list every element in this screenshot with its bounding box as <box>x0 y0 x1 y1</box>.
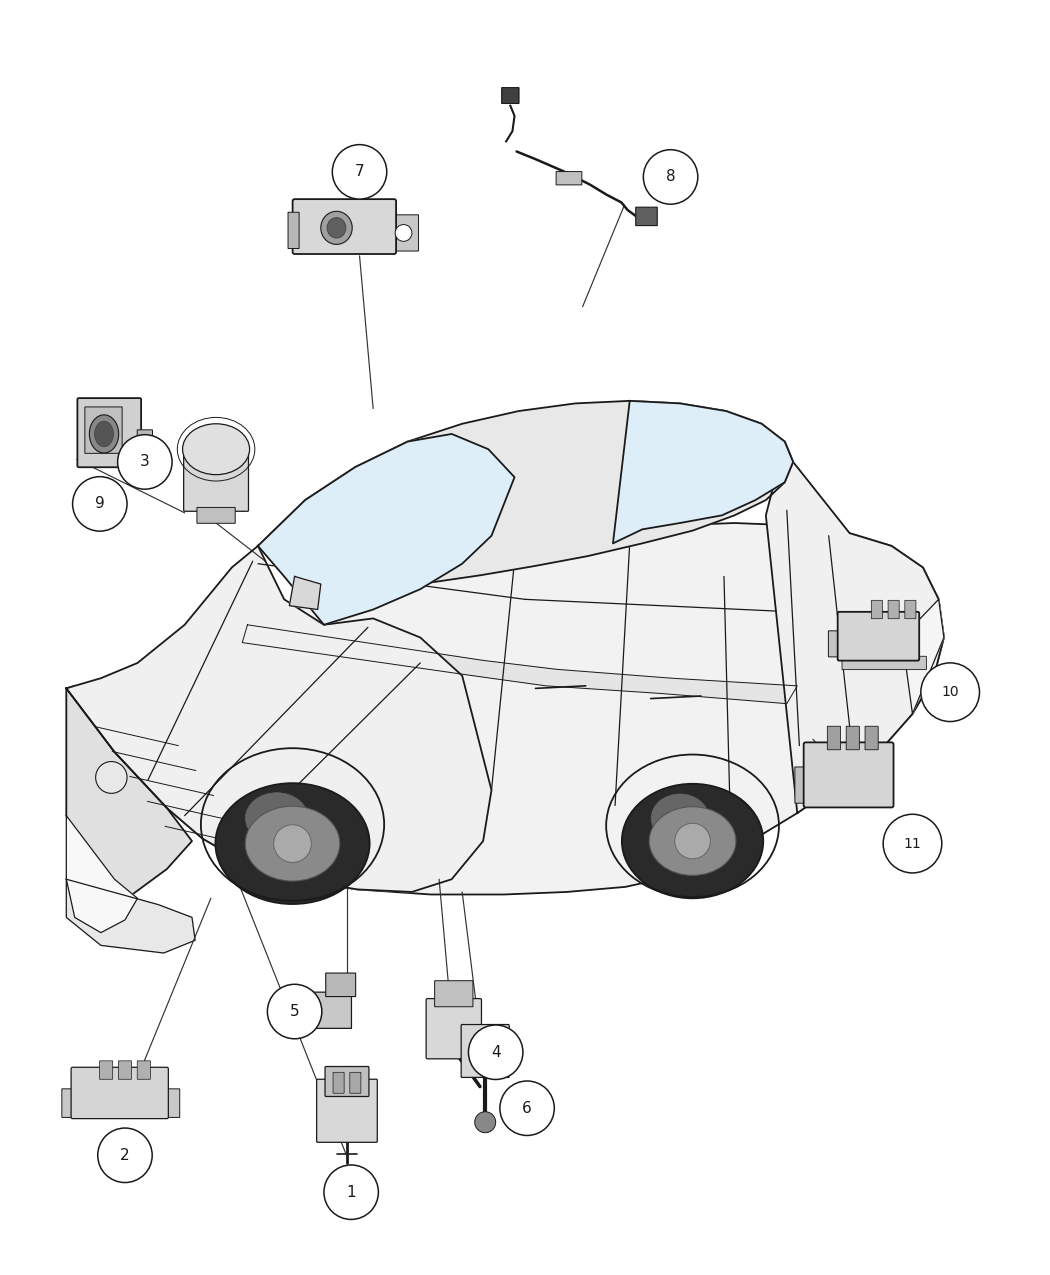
Polygon shape <box>290 576 321 609</box>
Polygon shape <box>765 441 944 813</box>
Circle shape <box>921 663 980 722</box>
FancyBboxPatch shape <box>846 727 859 750</box>
Circle shape <box>72 477 127 532</box>
FancyBboxPatch shape <box>426 998 482 1058</box>
Ellipse shape <box>622 784 763 899</box>
Circle shape <box>644 149 698 204</box>
FancyBboxPatch shape <box>197 507 235 523</box>
Circle shape <box>274 825 312 862</box>
Ellipse shape <box>96 761 127 793</box>
Text: 5: 5 <box>290 1003 299 1019</box>
Polygon shape <box>613 400 793 543</box>
FancyBboxPatch shape <box>827 727 840 750</box>
Text: 7: 7 <box>355 164 364 180</box>
FancyBboxPatch shape <box>167 1089 180 1117</box>
FancyBboxPatch shape <box>326 1066 369 1096</box>
FancyBboxPatch shape <box>838 612 919 660</box>
Polygon shape <box>66 688 192 899</box>
FancyBboxPatch shape <box>62 1089 75 1117</box>
Circle shape <box>468 1025 523 1080</box>
FancyBboxPatch shape <box>85 407 122 454</box>
FancyBboxPatch shape <box>635 208 657 226</box>
Polygon shape <box>66 816 138 932</box>
FancyBboxPatch shape <box>803 742 894 807</box>
Text: 1: 1 <box>346 1184 356 1200</box>
FancyBboxPatch shape <box>71 1067 168 1118</box>
Text: 6: 6 <box>522 1100 532 1116</box>
Polygon shape <box>243 625 797 704</box>
FancyBboxPatch shape <box>326 973 356 997</box>
Polygon shape <box>258 434 514 625</box>
Polygon shape <box>902 599 944 714</box>
FancyBboxPatch shape <box>905 601 916 618</box>
Circle shape <box>98 1128 152 1182</box>
FancyBboxPatch shape <box>388 214 419 251</box>
Circle shape <box>500 1081 554 1136</box>
Ellipse shape <box>328 218 345 238</box>
Text: 2: 2 <box>120 1148 130 1163</box>
Text: 3: 3 <box>140 454 150 469</box>
Text: 8: 8 <box>666 170 675 185</box>
FancyBboxPatch shape <box>293 199 396 254</box>
FancyBboxPatch shape <box>184 449 249 511</box>
FancyBboxPatch shape <box>556 172 582 185</box>
Circle shape <box>395 224 412 241</box>
Text: 10: 10 <box>942 685 959 699</box>
Text: 4: 4 <box>490 1044 501 1060</box>
Ellipse shape <box>183 423 250 474</box>
FancyBboxPatch shape <box>461 1025 509 1077</box>
Ellipse shape <box>649 807 736 876</box>
Circle shape <box>675 824 711 859</box>
Ellipse shape <box>651 794 709 843</box>
Polygon shape <box>66 546 491 892</box>
FancyBboxPatch shape <box>435 980 472 1007</box>
FancyBboxPatch shape <box>865 727 878 750</box>
Circle shape <box>332 144 386 199</box>
FancyBboxPatch shape <box>138 430 152 454</box>
Ellipse shape <box>321 212 352 245</box>
Circle shape <box>268 984 322 1039</box>
FancyBboxPatch shape <box>888 601 899 618</box>
FancyBboxPatch shape <box>502 88 519 103</box>
FancyBboxPatch shape <box>307 992 352 1029</box>
FancyBboxPatch shape <box>100 1061 112 1079</box>
Circle shape <box>324 1165 378 1219</box>
FancyBboxPatch shape <box>842 657 926 669</box>
FancyBboxPatch shape <box>78 398 141 467</box>
Ellipse shape <box>246 806 340 881</box>
FancyBboxPatch shape <box>333 1072 344 1093</box>
FancyBboxPatch shape <box>317 1079 377 1142</box>
Circle shape <box>118 435 172 490</box>
Ellipse shape <box>215 783 370 904</box>
FancyBboxPatch shape <box>872 601 882 618</box>
Text: 11: 11 <box>904 836 921 850</box>
Polygon shape <box>66 880 195 952</box>
Ellipse shape <box>94 421 113 446</box>
Polygon shape <box>66 523 944 895</box>
FancyBboxPatch shape <box>350 1072 361 1093</box>
FancyBboxPatch shape <box>119 1061 131 1079</box>
Polygon shape <box>258 400 793 589</box>
Text: 9: 9 <box>94 496 105 511</box>
FancyBboxPatch shape <box>828 631 841 657</box>
Ellipse shape <box>89 414 119 453</box>
Ellipse shape <box>246 793 309 844</box>
FancyBboxPatch shape <box>138 1061 150 1079</box>
Circle shape <box>475 1112 496 1132</box>
Circle shape <box>883 815 942 873</box>
FancyBboxPatch shape <box>288 212 299 249</box>
FancyBboxPatch shape <box>795 768 808 803</box>
